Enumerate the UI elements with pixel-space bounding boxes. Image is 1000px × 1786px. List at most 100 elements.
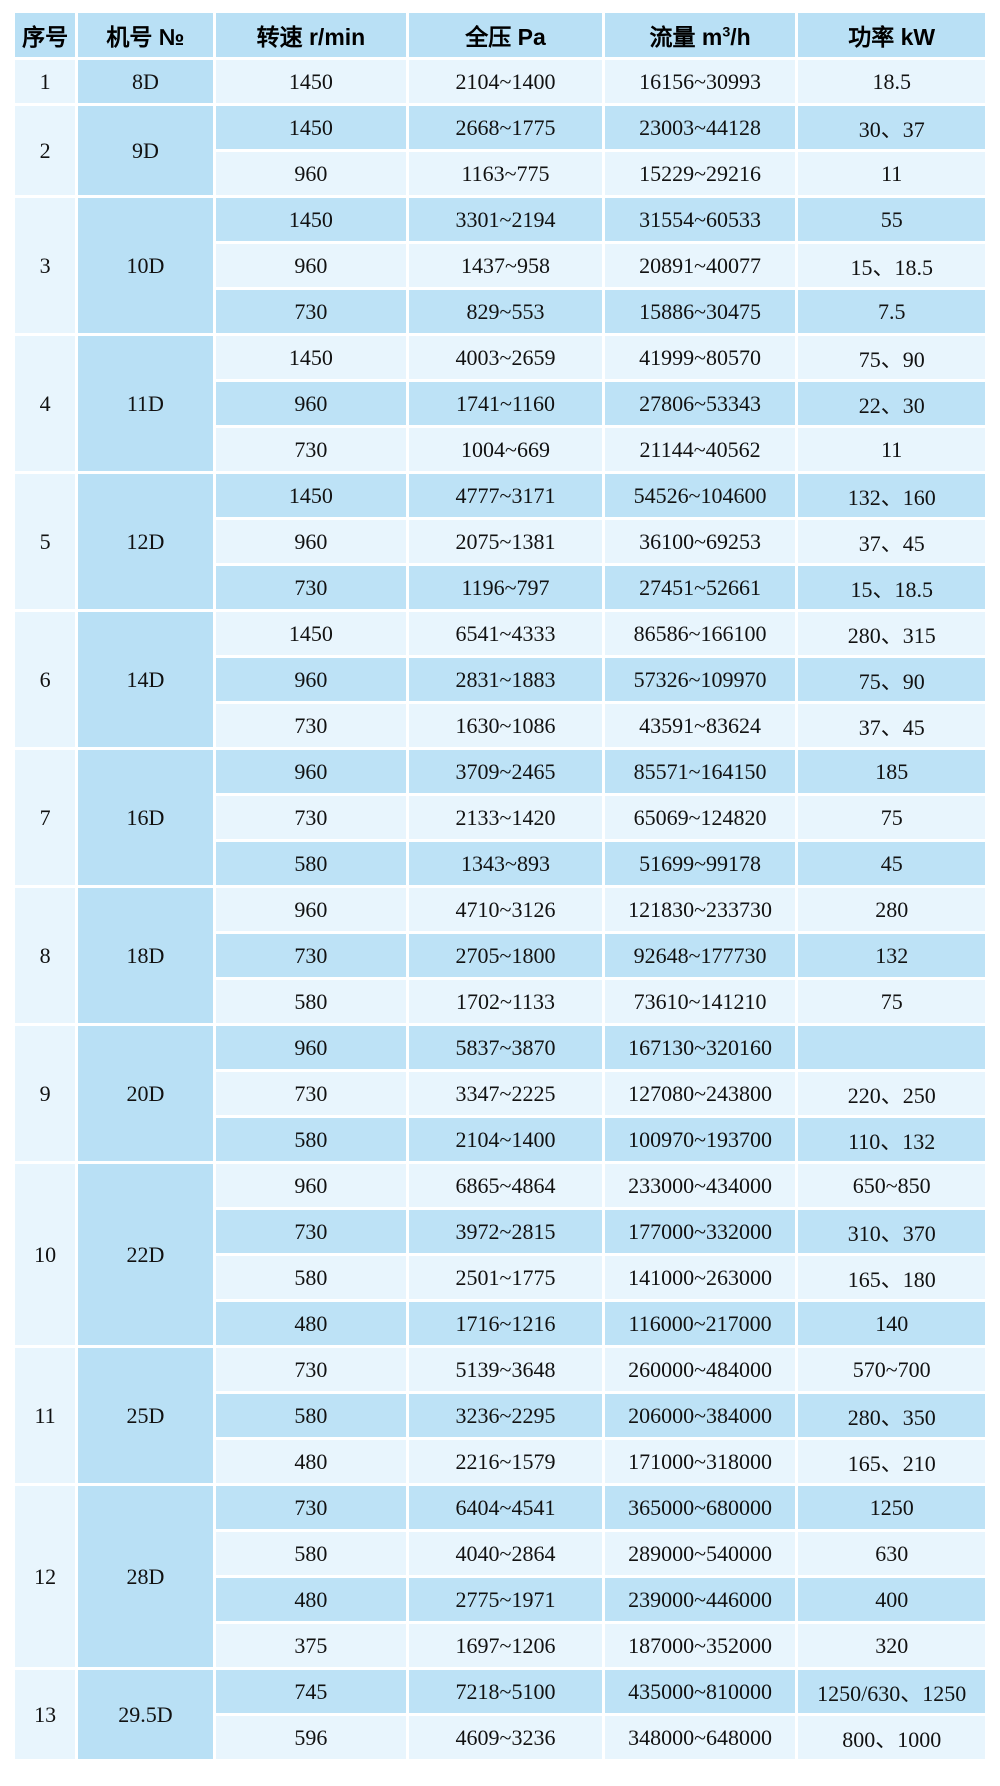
model-number-cell: 12D	[78, 474, 213, 609]
spec-row: 730 3972~2815 177000~332000 310、370	[15, 1210, 985, 1253]
model-number-cell: 22D	[78, 1164, 213, 1345]
power-cell: 165、180	[798, 1256, 985, 1299]
power-cell: 1250	[798, 1486, 985, 1529]
flow-cell: 20891~40077	[604, 244, 796, 287]
power-cell: 37、45	[798, 520, 985, 563]
serial-number-cell: 10	[15, 1164, 76, 1345]
serial-number-cell: 11	[15, 1348, 76, 1483]
pressure-cell: 2104~1400	[409, 1118, 602, 1161]
pressure-cell: 1697~1206	[409, 1624, 602, 1667]
speed-cell: 960	[215, 1026, 407, 1069]
spec-row: 6 14D 1450 6541~4333 86586~166100 280、315	[15, 612, 985, 747]
model-number-cell: 8D	[78, 60, 213, 103]
power-cell: 320	[798, 1624, 985, 1667]
flow-cell: 57326~109970	[604, 658, 796, 701]
speed-cell: 480	[215, 1440, 407, 1483]
pressure-cell: 4710~3126	[409, 888, 602, 931]
pressure-cell: 4777~3171	[409, 474, 602, 517]
pressure-cell: 7218~5100	[409, 1670, 602, 1713]
power-cell: 37、45	[798, 704, 985, 747]
model-number-cell: 29.5D	[78, 1670, 213, 1759]
speed-cell: 730	[215, 1486, 407, 1529]
flow-cell: 41999~80570	[604, 336, 796, 379]
spec-row: 5 12D 1450 4777~3171 54526~104600 132、160	[15, 474, 985, 609]
power-cell: 75、90	[798, 336, 985, 379]
flow-cell: 100970~193700	[604, 1118, 796, 1161]
spec-row: 1 8D 1450 2104~1400 16156~30993 18.5	[15, 60, 985, 103]
serial-number-cell: 3	[15, 198, 76, 333]
speed-cell: 960	[215, 244, 407, 287]
spec-row: 596 4609~3236 348000~648000 800、1000	[15, 1716, 985, 1759]
power-cell: 400	[798, 1578, 985, 1621]
power-cell: 570~700	[798, 1348, 985, 1391]
pressure-cell: 1702~1133	[409, 980, 602, 1023]
flow-cell: 85571~164150	[604, 750, 796, 793]
speed-cell: 960	[215, 382, 407, 425]
spec-row: 480 2216~1579 171000~318000 165、210	[15, 1440, 985, 1483]
spec-row: 730 2705~1800 92648~177730 132	[15, 934, 985, 977]
pressure-cell: 2133~1420	[409, 796, 602, 839]
flow-cell: 54526~104600	[604, 474, 796, 517]
flow-cell: 289000~540000	[604, 1532, 796, 1575]
speed-cell: 730	[215, 1210, 407, 1253]
header-flow-text: 流量 m	[649, 24, 723, 50]
model-number-cell: 10D	[78, 198, 213, 333]
flow-cell: 121830~233730	[604, 888, 796, 931]
flow-cell: 15229~29216	[604, 152, 796, 195]
header-speed: 转速 r/min	[215, 13, 407, 57]
power-cell: 280、315	[798, 612, 985, 655]
speed-cell: 745	[215, 1670, 407, 1713]
flow-cell: 116000~217000	[604, 1302, 796, 1345]
pressure-cell: 829~553	[409, 290, 602, 333]
pressure-cell: 2216~1579	[409, 1440, 602, 1483]
spec-row: 11 25D 730 5139~3648 260000~484000 570~700	[15, 1348, 985, 1483]
serial-number-cell: 1	[15, 60, 76, 103]
spec-row: 9 20D 960 5837~3870 167130~320160	[15, 1026, 985, 1161]
speed-cell: 1450	[215, 60, 407, 103]
spec-row: 580 3236~2295 206000~384000 280、350	[15, 1394, 985, 1437]
speed-cell: 730	[215, 1348, 407, 1391]
pressure-cell: 6404~4541	[409, 1486, 602, 1529]
pressure-cell: 3709~2465	[409, 750, 602, 793]
header-flow: 流量 m3/h	[604, 13, 796, 57]
flow-cell: 167130~320160	[604, 1026, 796, 1069]
spec-row: 580 2104~1400 100970~193700 110、132	[15, 1118, 985, 1161]
serial-number-cell: 7	[15, 750, 76, 885]
pressure-cell: 6541~4333	[409, 612, 602, 655]
spec-row: 580 2501~1775 141000~263000 165、180	[15, 1256, 985, 1299]
speed-cell: 1450	[215, 106, 407, 149]
model-number-cell: 25D	[78, 1348, 213, 1483]
speed-cell: 580	[215, 980, 407, 1023]
power-cell: 75、90	[798, 658, 985, 701]
header-power: 功率 kW	[798, 13, 985, 57]
serial-number-cell: 5	[15, 474, 76, 609]
model-number-cell: 28D	[78, 1486, 213, 1667]
pressure-cell: 4040~2864	[409, 1532, 602, 1575]
power-cell: 55	[798, 198, 985, 241]
spec-row: 730 829~553 15886~30475 7.5	[15, 290, 985, 333]
pressure-cell: 4609~3236	[409, 1716, 602, 1759]
spec-row: 580 1702~1133 73610~141210 75	[15, 980, 985, 1023]
flow-cell: 21144~40562	[604, 428, 796, 471]
flow-cell: 31554~60533	[604, 198, 796, 241]
power-cell: 650~850	[798, 1164, 985, 1207]
power-cell: 132、160	[798, 474, 985, 517]
pressure-cell: 1343~893	[409, 842, 602, 885]
spec-row: 960 1437~958 20891~40077 15、18.5	[15, 244, 985, 287]
flow-cell: 15886~30475	[604, 290, 796, 333]
speed-cell: 730	[215, 566, 407, 609]
flow-cell: 36100~69253	[604, 520, 796, 563]
pressure-cell: 2775~1971	[409, 1578, 602, 1621]
pressure-cell: 2831~1883	[409, 658, 602, 701]
serial-number-cell: 6	[15, 612, 76, 747]
pressure-cell: 3972~2815	[409, 1210, 602, 1253]
power-cell: 1250/630、1250	[798, 1670, 985, 1713]
flow-cell: 73610~141210	[604, 980, 796, 1023]
model-number-cell: 20D	[78, 1026, 213, 1161]
fan-spec-table: 序号 机号 № 转速 r/min 全压 Pa 流量 m3/h 功率 kW 1 8D…	[12, 10, 988, 1762]
spec-row: 730 3347~2225 127080~243800 220、250	[15, 1072, 985, 1115]
pressure-cell: 3301~2194	[409, 198, 602, 241]
header-pressure: 全压 Pa	[409, 13, 602, 57]
pressure-cell: 1716~1216	[409, 1302, 602, 1345]
speed-cell: 375	[215, 1624, 407, 1667]
